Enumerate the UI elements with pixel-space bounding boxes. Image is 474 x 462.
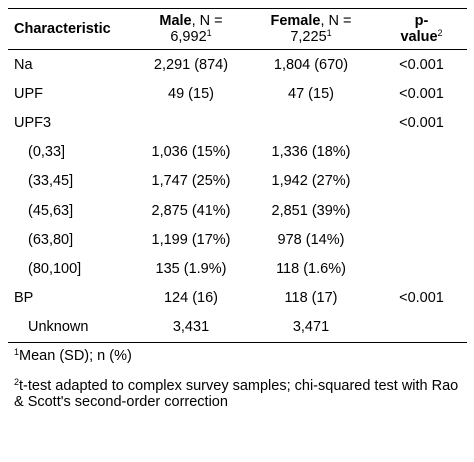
cell-p-value bbox=[376, 254, 467, 283]
cell-male: 135 (1.9%) bbox=[155, 260, 227, 277]
cell-p-value bbox=[376, 167, 467, 196]
header-female-sup: 1 bbox=[326, 28, 332, 38]
summary-table: Characteristic Male, N = 6,9921 Female, … bbox=[8, 8, 467, 343]
cell-female: 118 (17) bbox=[284, 290, 338, 307]
table-body: Na 2,291 (874) 1,804 (670) <0.001 UPF 49… bbox=[8, 50, 467, 343]
cell-male: 2,875 (41%) bbox=[151, 202, 231, 219]
row-label: Na bbox=[14, 56, 33, 73]
cell-female bbox=[246, 108, 376, 137]
cell-male bbox=[136, 108, 246, 137]
row-label: (0,33] bbox=[28, 144, 66, 161]
table-row: (0,33] 1,036 (15%) 1,336 (18%) bbox=[8, 138, 467, 167]
header-female-n: 7,225 bbox=[290, 29, 327, 45]
cell-female: 1,336 (18%) bbox=[271, 144, 351, 161]
cell-female: 1,942 (27%) bbox=[271, 173, 351, 190]
header-characteristic: Characteristic bbox=[8, 8, 136, 50]
cell-female: 2,851 (39%) bbox=[271, 202, 351, 219]
header-male-n: 6,992 bbox=[170, 29, 207, 45]
cell-female: 47 (15) bbox=[288, 85, 334, 102]
cell-p-value bbox=[376, 196, 467, 225]
row-label: (63,80] bbox=[28, 231, 74, 248]
row-label: BP bbox=[14, 290, 34, 307]
cell-male: 2,291 (874) bbox=[153, 56, 229, 73]
cell-p-value bbox=[376, 138, 467, 167]
header-p-value: p- value2 bbox=[376, 8, 467, 50]
header-male: Male, N = 6,9921 bbox=[136, 8, 246, 50]
cell-male: 1,199 (17%) bbox=[151, 231, 231, 248]
cell-p-value: <0.001 bbox=[399, 114, 444, 131]
row-label: UPF bbox=[14, 85, 43, 102]
header-male-rest: , N = bbox=[191, 13, 223, 29]
cell-p-value bbox=[376, 312, 467, 343]
header-female: Female, N = 7,2251 bbox=[246, 8, 376, 50]
cell-male: 3,431 bbox=[136, 312, 246, 343]
cell-female: 1,804 (670) bbox=[273, 56, 349, 73]
table-row: (45,63] 2,875 (41%) 2,851 (39%) bbox=[8, 196, 467, 225]
cell-p-value: <0.001 bbox=[399, 56, 444, 73]
footnote-2: 2t-test adapted to complex survey sample… bbox=[14, 377, 466, 411]
header-p-sup: 2 bbox=[437, 28, 443, 38]
header-female-bold: Female bbox=[270, 13, 321, 29]
row-label: (45,63] bbox=[28, 202, 74, 219]
row-label: (33,45] bbox=[28, 173, 74, 190]
table-row: BP 124 (16) 118 (17) <0.001 bbox=[8, 284, 467, 313]
table-row: Unknown 3,431 3,471 bbox=[8, 312, 467, 343]
cell-p-value: <0.001 bbox=[399, 85, 444, 102]
table-row: Na 2,291 (874) 1,804 (670) <0.001 bbox=[8, 50, 467, 80]
cell-male: 49 (15) bbox=[168, 85, 214, 102]
row-label: UPF3 bbox=[14, 114, 52, 131]
table-header: Characteristic Male, N = 6,9921 Female, … bbox=[8, 8, 467, 50]
header-female-rest: , N = bbox=[320, 13, 352, 29]
footnote-2-text: t-test adapted to complex survey samples… bbox=[14, 378, 459, 410]
header-male-bold: Male bbox=[159, 13, 192, 29]
footnote-1-marker: 1 bbox=[14, 347, 20, 357]
header-row: Characteristic Male, N = 6,9921 Female, … bbox=[8, 8, 467, 50]
footnote-1: 1Mean (SD); n (%) bbox=[14, 347, 466, 365]
cell-female: 978 (14%) bbox=[277, 231, 345, 248]
table-row: (33,45] 1,747 (25%) 1,942 (27%) bbox=[8, 167, 467, 196]
table-row: UPF 49 (15) 47 (15) <0.001 bbox=[8, 79, 467, 108]
cell-male: 1,036 (15%) bbox=[151, 144, 231, 161]
cell-female: 3,471 bbox=[246, 312, 376, 343]
row-label: Unknown bbox=[8, 312, 136, 343]
header-p-line2: value bbox=[400, 29, 438, 45]
footnotes: 1Mean (SD); n (%) 2t-test adapted to com… bbox=[14, 348, 466, 424]
table-row: UPF3 <0.001 bbox=[8, 108, 467, 137]
cell-female: 118 (1.6%) bbox=[276, 260, 346, 277]
footnote-2-marker: 2 bbox=[14, 377, 20, 387]
table-row: (80,100] 135 (1.9%) 118 (1.6%) bbox=[8, 254, 467, 283]
cell-p-value bbox=[376, 225, 467, 254]
cell-male: 1,747 (25%) bbox=[151, 173, 231, 190]
row-label: (80,100] bbox=[28, 260, 82, 277]
header-p-line1: p- bbox=[414, 13, 429, 29]
footnote-1-text: Mean (SD); n (%) bbox=[19, 348, 132, 364]
header-male-sup: 1 bbox=[206, 28, 212, 38]
table-row: (63,80] 1,199 (17%) 978 (14%) bbox=[8, 225, 467, 254]
cell-male: 124 (16) bbox=[163, 290, 218, 307]
cell-p-value: <0.001 bbox=[399, 290, 444, 307]
